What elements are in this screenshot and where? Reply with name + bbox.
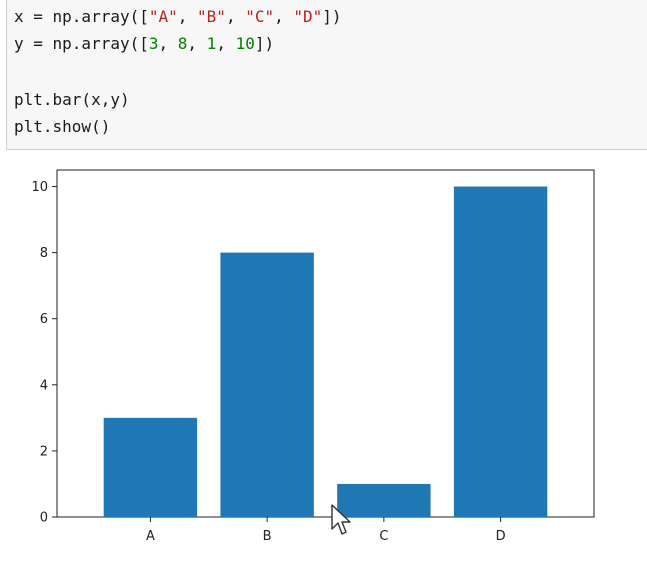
- code-line-1: x = np.array(["A", "B", "C", "D"]): [14, 7, 342, 27]
- y-tick-label: 10: [31, 180, 48, 195]
- plot-frame: [56, 169, 595, 518]
- number-literal: 3: [148, 34, 159, 53]
- bar-chart: 0 2 4 6 8 10 A B C D: [31, 169, 595, 544]
- x-tick-label: B: [263, 529, 272, 544]
- code-text: y = np.array([: [14, 34, 149, 53]
- number-literal: 8: [177, 34, 188, 53]
- y-tick-label: 4: [40, 378, 48, 393]
- bar-A: [103, 417, 198, 517]
- x-tick-label: C: [379, 529, 388, 544]
- bar-C: [337, 483, 431, 517]
- code-line-2: y = np.array([3, 8, 1, 10]): [14, 34, 274, 54]
- x-axis: A B C D: [146, 517, 506, 544]
- code-text: x = np.array([: [14, 7, 149, 26]
- x-tick-label: A: [146, 529, 155, 544]
- bar-D: [453, 186, 548, 517]
- code-text: ]): [322, 7, 342, 26]
- cell-output: 0 2 4 6 8 10 A B C D: [0, 150, 647, 562]
- mouse-pointer-icon: [331, 504, 351, 535]
- code-text: ,: [216, 34, 236, 53]
- y-tick-label: 0: [40, 511, 48, 526]
- y-axis: 0 2 4 6 8 10: [31, 180, 57, 526]
- code-text: ,: [177, 7, 198, 26]
- string-literal: "A": [148, 7, 178, 26]
- y-tick-label: 6: [40, 312, 48, 327]
- code-cell[interactable]: x = np.array(["A", "B", "C", "D"]) y = n…: [6, 0, 647, 150]
- bars: [103, 186, 548, 517]
- number-literal: 1: [206, 34, 217, 53]
- code-text: ]): [254, 34, 275, 53]
- code-line-3: plt.bar(x,y): [14, 90, 130, 109]
- code-text: ,: [158, 34, 178, 53]
- number-literal: 10: [235, 34, 255, 53]
- x-tick-label: D: [496, 529, 506, 544]
- code-text: ,: [187, 34, 207, 53]
- string-literal: "C": [245, 7, 275, 26]
- y-tick-label: 8: [40, 246, 48, 261]
- code-line-4: plt.show(): [14, 117, 111, 136]
- string-literal: "B": [197, 7, 226, 26]
- code-text: ,: [225, 7, 246, 26]
- code-text: ,: [274, 7, 294, 26]
- string-literal: "D": [293, 7, 323, 26]
- y-tick-label: 2: [40, 444, 48, 459]
- bar-B: [220, 252, 314, 517]
